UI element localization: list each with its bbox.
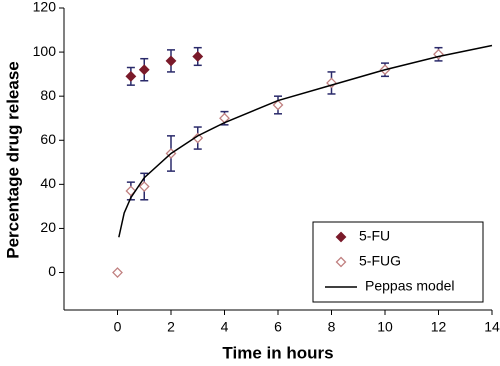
y-tick-label: 80	[40, 87, 56, 103]
x-tick-label: 6	[274, 319, 282, 335]
y-tick-label: 0	[48, 263, 56, 279]
data-point	[272, 99, 284, 111]
x-tick-label: 12	[431, 319, 447, 335]
data-point	[165, 55, 177, 67]
y-tick-label: 100	[33, 43, 57, 59]
x-tick-label: 2	[167, 319, 175, 335]
data-point	[138, 181, 150, 192]
data-point	[192, 132, 204, 144]
y-tick-label: 120	[33, 0, 57, 15]
data-point	[125, 70, 137, 82]
legend-label: Peppas model	[365, 278, 455, 294]
data-point	[112, 267, 123, 278]
legend-marker	[335, 256, 347, 268]
legend-label: 5-FUG	[359, 253, 401, 269]
model-line	[118, 44, 493, 238]
y-tick-label: 60	[40, 131, 56, 147]
legend-label: 5-FU	[359, 228, 390, 244]
x-tick-label: 14	[484, 319, 500, 335]
x-tick-label: 8	[328, 319, 336, 335]
data-point	[138, 64, 150, 76]
x-tick-label: 0	[114, 319, 122, 335]
y-tick-label: 20	[40, 219, 56, 235]
y-tick-label: 40	[40, 175, 56, 191]
x-tick-label: 4	[221, 319, 229, 335]
data-point	[192, 51, 204, 62]
x-tick-label: 10	[377, 319, 393, 335]
x-axis-title: Time in hours	[222, 343, 333, 362]
y-axis-title: Percentage drug release	[3, 61, 22, 258]
legend-marker	[335, 231, 347, 243]
